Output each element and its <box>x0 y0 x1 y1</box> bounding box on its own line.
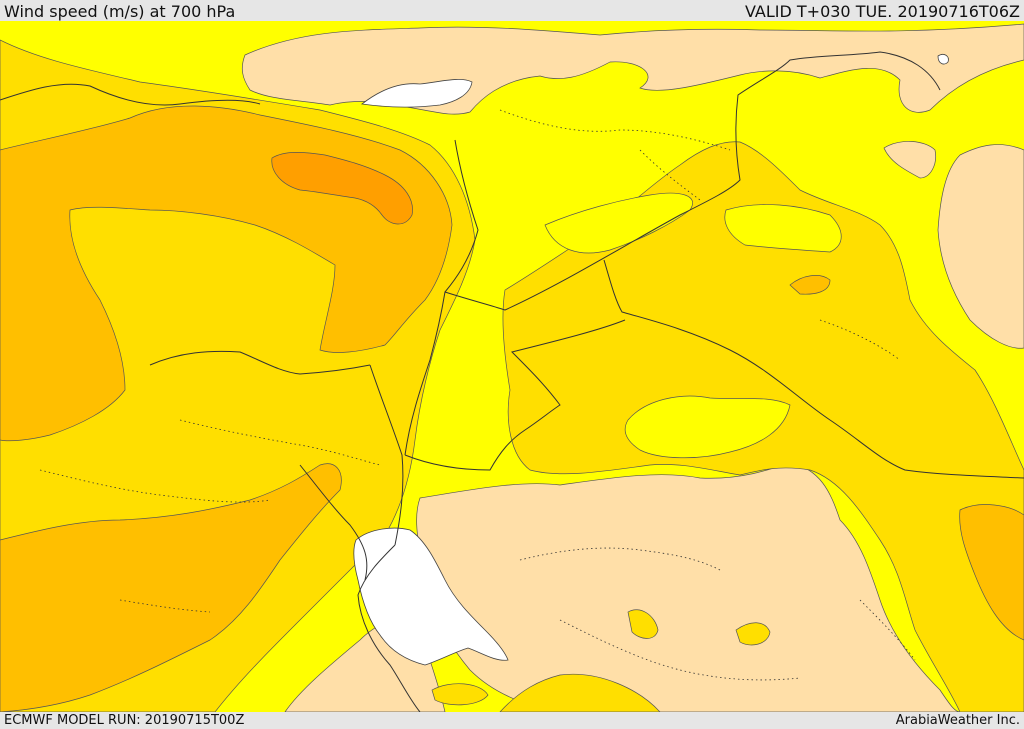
boundary-lines <box>0 51 1024 712</box>
light-patch-east <box>724 204 842 253</box>
solid-border-2 <box>603 259 1024 479</box>
water-bodies <box>353 54 949 666</box>
strong-small-blob <box>789 275 831 295</box>
credit-label: ArabiaWeather Inc. <box>895 713 1020 728</box>
lightest-east-blob <box>883 141 936 179</box>
medium-south-blob <box>499 673 661 712</box>
solid-border-1 <box>404 51 941 456</box>
dotted-boundary-6 <box>559 619 801 681</box>
dotted-boundary-3 <box>179 419 381 466</box>
wind-speed-map <box>0 21 1024 712</box>
map-header: Wind speed (m/s) at 700 hPa VALID T+030 … <box>0 0 1024 21</box>
coastline-levant <box>444 139 479 293</box>
light-patches <box>544 192 842 459</box>
lightest-east-region <box>937 144 1024 349</box>
coastline-central <box>149 350 371 375</box>
dotted-boundaries <box>39 109 916 681</box>
strong-east-blob <box>959 504 1024 641</box>
strongest-fill-areas <box>271 152 413 225</box>
medium-small-blob-3 <box>431 683 489 706</box>
dotted-boundary-2 <box>499 109 731 151</box>
map-title: Wind speed (m/s) at 700 hPa <box>4 2 236 21</box>
medium-small-blob-2 <box>627 609 659 639</box>
white-gulf-south <box>353 527 509 666</box>
coastline-north <box>0 83 261 106</box>
strongest-core <box>271 152 413 225</box>
solid-border-4 <box>369 364 404 546</box>
map-footer: ECMWF MODEL RUN: 20190715T00Z ArabiaWeat… <box>0 712 1024 729</box>
dotted-boundary-5 <box>519 547 721 571</box>
dotted-boundary-9 <box>859 599 916 661</box>
strong-southwest-band <box>0 463 342 712</box>
solid-border-5 <box>299 464 368 581</box>
dotted-boundary-8 <box>119 599 211 613</box>
solid-border-3 <box>404 319 626 471</box>
dotted-boundary-7 <box>819 319 901 361</box>
light-patch-central <box>624 395 791 459</box>
map-canvas <box>0 21 1024 712</box>
model-run-label: ECMWF MODEL RUN: 20190715T00Z <box>4 713 245 728</box>
medium-small-blob-1 <box>735 622 771 646</box>
white-lake-north <box>361 79 473 108</box>
white-spot-ne <box>937 54 949 65</box>
coastline-south <box>357 544 421 712</box>
valid-time: VALID T+030 TUE. 20190716T06Z <box>744 2 1020 21</box>
dotted-boundary-4 <box>39 469 271 503</box>
